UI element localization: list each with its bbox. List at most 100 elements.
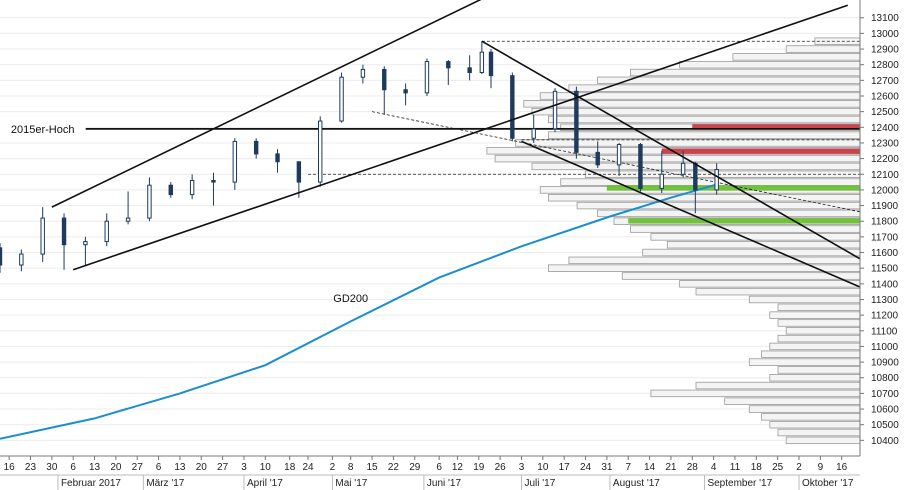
volume-profile-bar [695,287,861,296]
volume-profile-bar [748,358,861,366]
x-tick-label: 27 [132,462,144,473]
x-tick-label: 22 [388,462,400,473]
x-tick-label: 3 [241,462,247,473]
volume-profile-bar [531,107,861,116]
candle-body [360,68,366,78]
y-tick-label: 12600 [871,92,899,103]
candle-body [638,144,643,189]
trend-lines [51,0,861,288]
candle-body [382,68,387,91]
candle-body [318,120,323,183]
volume-profile-bar [769,311,861,319]
y-tick-label: 10900 [871,358,899,369]
candle-body [488,51,494,77]
y-tick-label: 11800 [871,217,899,228]
y-tick-label: 11500 [871,264,899,275]
x-tick-label: 6 [156,462,162,473]
gd200-line [0,183,717,440]
y-tick-label: 12100 [871,170,899,181]
x-tick-label: 27 [217,462,229,473]
y-tick-label: 12500 [871,107,899,118]
x-tick-label: 3 [519,462,525,473]
y-tick-label: 11200 [871,311,899,322]
y-axis: 10400 10500 10600 10700 10800 10900 11000 11100… [859,0,899,456]
volume-profile-bar [777,428,861,437]
y-tick-label: 11400 [871,279,899,290]
dashed-line [371,111,861,213]
candle-body [0,247,3,266]
x-tick-label: 11 [730,462,741,473]
x-month-label: April '17 [247,478,283,489]
volume-profile-bar [568,256,861,265]
y-tick-label: 11600 [871,248,899,259]
zone-resistance-2 [661,148,860,154]
volume-profile-bar [650,389,861,398]
x-tick-label: 24 [302,462,314,473]
candle-body [693,162,698,191]
candles [0,41,719,273]
candle-body [211,180,216,183]
volume-profile-bar [597,209,861,218]
price-zones [606,124,860,224]
y-tick-label: 10500 [871,420,899,431]
volume-profile-bar [576,201,861,210]
x-tick-label: 18 [284,462,296,473]
x-tick-label: 2 [796,462,802,473]
candle-body [659,173,664,189]
x-tick-label: 13 [174,462,186,473]
volume-profile-bar [777,303,861,312]
volume-profile-bar [548,194,861,202]
x-tick-label: 7 [625,462,631,473]
candle-body [104,220,109,243]
x-tick-label: 20 [196,462,208,473]
volume-profile-bar [679,280,861,288]
volume-profile-bar [630,225,861,233]
volume-profile-bar [695,381,861,390]
x-tick-label: 29 [409,462,421,473]
x-month-label: Februar 2017 [61,478,121,489]
y-tick-label: 11000 [871,342,899,353]
volume-profile-bar [494,154,861,163]
y-tick-label: 10400 [871,436,899,447]
x-tick-label: 17 [559,462,571,473]
y-tick-label: 11700 [871,232,899,243]
candle-body [403,89,408,94]
volume-profile-bar [761,350,861,358]
volume-profile-bar [621,272,861,280]
x-tick-label: 16 [836,462,848,473]
candle-body [510,75,515,139]
y-tick-label: 12000 [871,185,899,196]
candle-body [125,217,131,222]
x-tick-label: 6 [70,462,76,473]
volume-profile-bar [548,115,861,124]
y-tick-label: 13000 [871,29,899,40]
volume-profile-bar [732,53,861,61]
y-tick-label: 13100 [871,13,899,24]
candle-body [424,61,430,94]
x-tick-label: 18 [751,462,763,473]
y-tick-label: 10700 [871,389,899,400]
candle-body [147,184,152,219]
y-tick-label: 12200 [871,154,899,165]
x-tick-label: 31 [601,462,613,473]
candle-body [189,180,195,196]
zone-support-2 [628,218,860,224]
trend-line [521,140,861,288]
x-tick-label: 26 [495,462,507,473]
volume-profile-bar [548,131,861,139]
x-tick-label: 4 [711,462,717,473]
y-tick-label: 12400 [871,123,899,134]
volume-profile-bar [785,45,861,53]
volume-profile-bar [777,366,861,374]
volume-profile-bar [724,397,861,405]
candle-body [446,61,451,69]
volume-profile-bar [560,178,861,186]
x-tick-label: 25 [772,462,784,473]
x-tick-label: 24 [580,462,592,473]
volume-profile-bar [777,319,861,327]
gd200-label: GD200 [333,293,368,305]
annotation-bg [0,120,86,137]
candle-body [83,241,88,246]
y-tick-label: 11100 [871,326,898,337]
